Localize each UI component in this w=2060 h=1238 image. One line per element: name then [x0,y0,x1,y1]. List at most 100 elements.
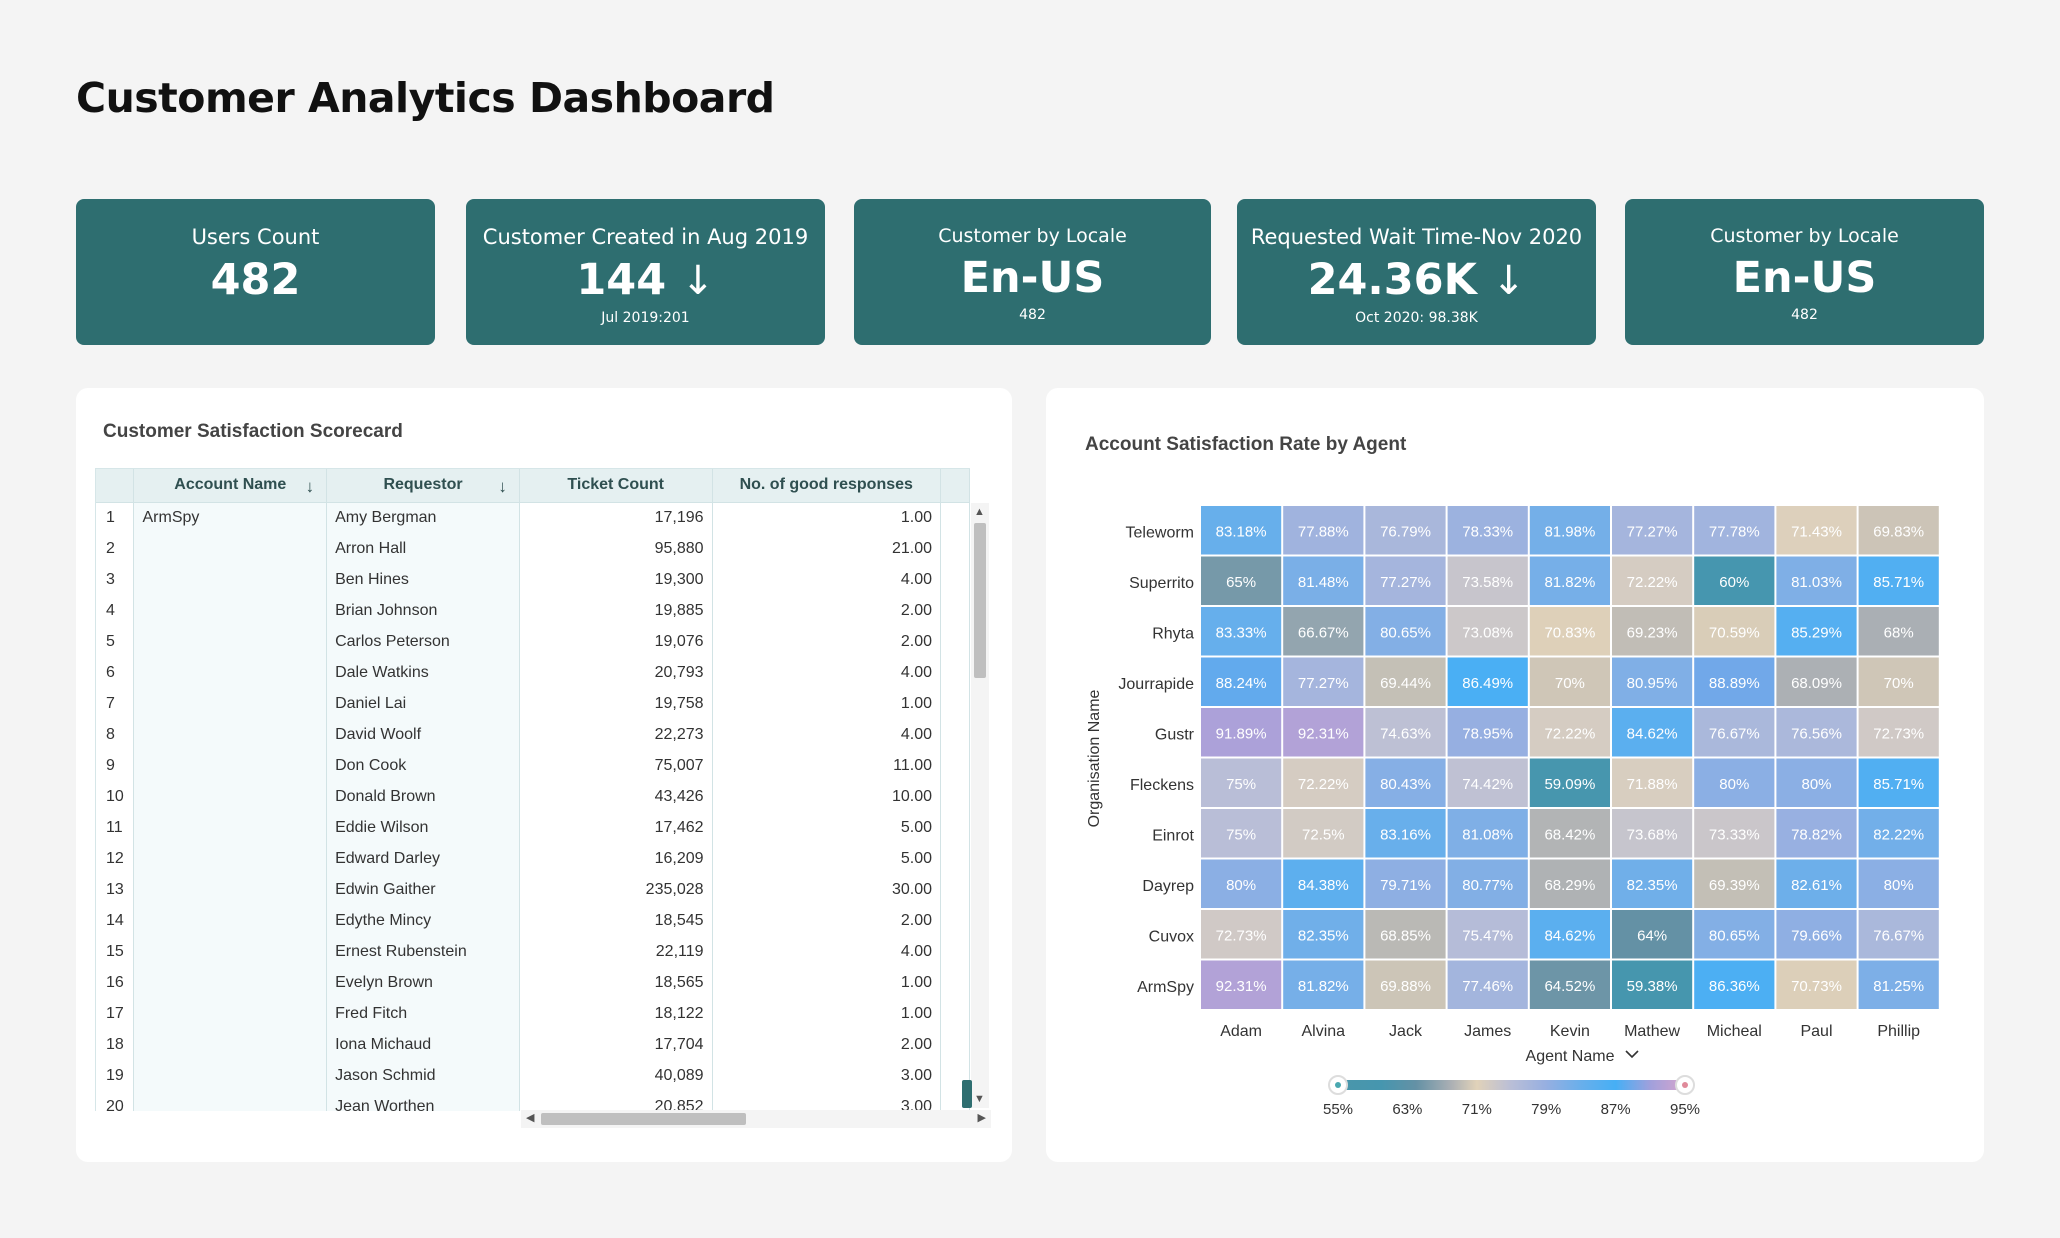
kpi-card-customer-created[interactable]: Customer Created in Aug 2019 144 ↓ Jul 2… [466,199,825,345]
table-row[interactable]: 9 Don Cook 75,007 11.00 [96,750,970,781]
table-row[interactable]: 5 Carlos Peterson 19,076 2.00 [96,626,970,657]
table-row[interactable]: 1 ArmSpy Amy Bergman 17,196 1.00 [96,502,970,533]
heatmap-cell[interactable] [1776,859,1857,909]
heatmap-cell[interactable] [1283,910,1364,959]
table-row[interactable]: 7 Daniel Lai 19,758 1.00 [96,688,970,719]
table-row[interactable]: 12 Edward Darley 16,209 5.00 [96,843,970,874]
heatmap-cell[interactable] [1365,506,1446,555]
heatmap-cell[interactable] [1365,859,1446,909]
sort-down-icon[interactable]: ↓ [305,477,315,496]
heatmap-cell[interactable] [1447,556,1528,606]
heatmap-cell[interactable] [1447,809,1528,858]
heatmap-cell[interactable] [1612,607,1693,656]
heatmap-cell[interactable] [1694,960,1775,1010]
heatmap-cell[interactable] [1365,708,1446,757]
heatmap-cell[interactable] [1776,809,1857,858]
heatmap-cell[interactable] [1612,910,1693,959]
vertical-scrollbar[interactable]: ▲ ▼ [971,503,989,1108]
heatmap-cell[interactable] [1447,657,1528,707]
heatmap-cell[interactable] [1858,506,1939,555]
heatmap-cell[interactable] [1365,809,1446,858]
heatmap-cell[interactable] [1365,960,1446,1010]
heatmap-cell[interactable] [1612,758,1693,808]
heatmap-cell[interactable] [1694,758,1775,808]
heatmap-cell[interactable] [1283,809,1364,858]
heatmap-cell[interactable] [1201,960,1282,1010]
table-row[interactable]: 4 Brian Johnson 19,885 2.00 [96,595,970,626]
chevron-down-icon[interactable] [1625,1050,1639,1059]
heatmap-cell[interactable] [1612,809,1693,858]
heatmap-cell[interactable] [1776,960,1857,1010]
heatmap-cell[interactable] [1447,506,1528,555]
heatmap-cell[interactable] [1612,657,1693,707]
heatmap-cell[interactable] [1283,506,1364,555]
heatmap-cell[interactable] [1201,809,1282,858]
heatmap-cell[interactable] [1858,758,1939,808]
heatmap-cell[interactable] [1612,708,1693,757]
heatmap-cell[interactable] [1283,758,1364,808]
heatmap-cell[interactable] [1694,607,1775,656]
table-row[interactable]: 18 Iona Michaud 17,704 2.00 [96,1029,970,1060]
heatmap-cell[interactable] [1694,708,1775,757]
table-row[interactable]: 8 David Woolf 22,273 4.00 [96,719,970,750]
heatmap-cell[interactable] [1776,556,1857,606]
heatmap-cell[interactable] [1694,809,1775,858]
heatmap-cell[interactable] [1529,859,1610,909]
heatmap-cell[interactable] [1447,607,1528,656]
heatmap-cell[interactable] [1283,708,1364,757]
heatmap-cell[interactable] [1694,910,1775,959]
heatmap-cell[interactable] [1858,657,1939,707]
scroll-left-icon[interactable]: ◀ [526,1112,535,1124]
heatmap-cell[interactable] [1365,556,1446,606]
heatmap-cell[interactable] [1529,556,1610,606]
heatmap-cell[interactable] [1447,708,1528,757]
heatmap-cell[interactable] [1858,960,1939,1010]
table-row[interactable]: 10 Donald Brown 43,426 10.00 [96,781,970,812]
table-row[interactable]: 15 Ernest Rubenstein 22,119 4.00 [96,936,970,967]
column-header-account-name[interactable]: Account Name ↓ [133,469,328,503]
heatmap-cell[interactable] [1776,657,1857,707]
heatmap-cell[interactable] [1201,708,1282,757]
heatmap-cell[interactable] [1612,556,1693,606]
heatmap-cell[interactable] [1858,607,1939,656]
heatmap-cell[interactable] [1283,607,1364,656]
kpi-card-customer-by-locale-2[interactable]: Customer by Locale En-US 482 [1625,199,1984,345]
kpi-card-requested-wait-time[interactable]: Requested Wait Time-Nov 2020 24.36K ↓ Oc… [1237,199,1596,345]
heatmap-cell[interactable] [1201,758,1282,808]
x-axis-label[interactable]: Agent Name [1526,1048,1615,1065]
kpi-card-customer-by-locale[interactable]: Customer by Locale En-US 482 [854,199,1211,345]
heatmap-cell[interactable] [1201,607,1282,656]
column-header-requestor[interactable]: Requestor ↓ [326,469,520,503]
heatmap-cell[interactable] [1858,910,1939,959]
scroll-down-icon[interactable]: ▼ [974,1093,985,1105]
heatmap-cell[interactable] [1201,556,1282,606]
heatmap-cell[interactable] [1283,556,1364,606]
heatmap-cell[interactable] [1858,809,1939,858]
heatmap-cell[interactable] [1283,657,1364,707]
heatmap-cell[interactable] [1201,506,1282,555]
heatmap-cell[interactable] [1612,859,1693,909]
heatmap-cell[interactable] [1694,506,1775,555]
heatmap-cell[interactable] [1529,657,1610,707]
heatmap-cell[interactable] [1776,758,1857,808]
table-row[interactable]: 3 Ben Hines 19,300 4.00 [96,564,970,595]
heatmap-cell[interactable] [1283,960,1364,1010]
heatmap-cell[interactable] [1365,758,1446,808]
heatmap-cell[interactable] [1447,859,1528,909]
heatmap-cell[interactable] [1201,657,1282,707]
heatmap-cell[interactable] [1776,910,1857,959]
table-row[interactable]: 17 Fred Fitch 18,122 1.00 [96,998,970,1029]
heatmap-cell[interactable] [1529,809,1610,858]
table-row[interactable]: 16 Evelyn Brown 18,565 1.00 [96,967,970,998]
heatmap-cell[interactable] [1776,708,1857,757]
heatmap-cell[interactable] [1858,859,1939,909]
heatmap-cell[interactable] [1365,910,1446,959]
column-header-good-responses[interactable]: No. of good responses [712,469,942,503]
heatmap-cell[interactable] [1858,556,1939,606]
horizontal-scroll-thumb[interactable] [541,1113,746,1125]
heatmap-cell[interactable] [1529,708,1610,757]
heatmap-cell[interactable] [1365,657,1446,707]
heatmap-cell[interactable] [1365,607,1446,656]
heatmap-cell[interactable] [1858,708,1939,757]
sort-down-icon[interactable]: ↓ [498,477,507,496]
